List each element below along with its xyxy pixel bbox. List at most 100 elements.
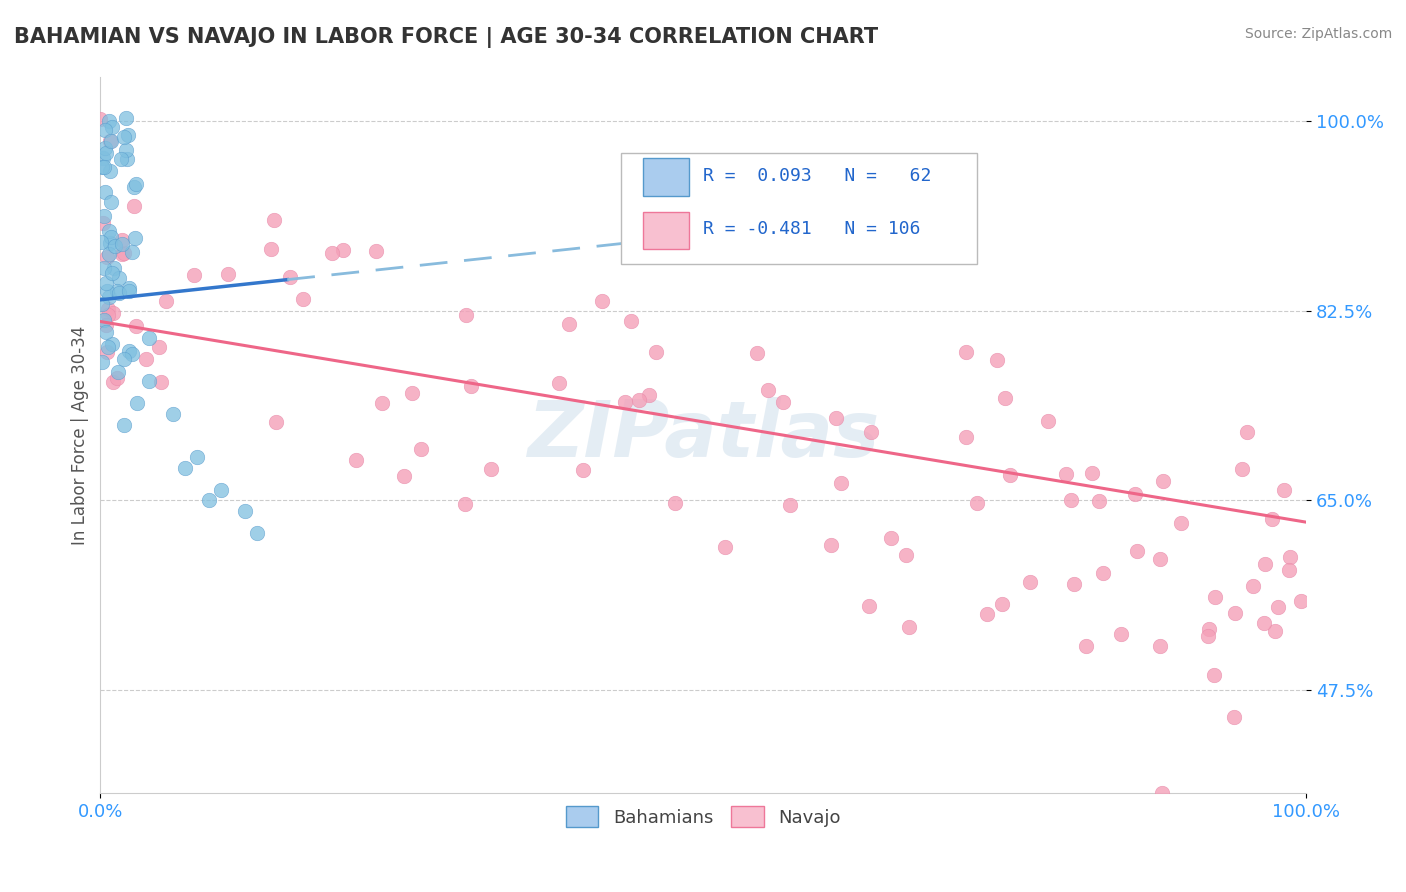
Point xyxy=(183,268,205,282)
Point xyxy=(1170,516,1192,531)
Point xyxy=(713,541,735,555)
Point xyxy=(628,393,651,408)
Point xyxy=(121,244,143,259)
Point xyxy=(186,450,208,464)
Point xyxy=(1260,511,1282,525)
Point xyxy=(138,374,160,388)
Point xyxy=(125,396,148,410)
Point xyxy=(112,129,135,144)
Point xyxy=(998,467,1021,482)
Point xyxy=(830,475,852,490)
Point xyxy=(122,180,145,194)
Point xyxy=(97,290,120,304)
Point xyxy=(260,242,283,256)
Point xyxy=(93,260,115,275)
Point xyxy=(162,407,184,421)
Point xyxy=(364,244,387,258)
Point xyxy=(115,111,138,125)
Point xyxy=(548,376,571,391)
Point xyxy=(124,318,146,333)
Point xyxy=(976,607,998,621)
Point xyxy=(117,128,139,143)
Point xyxy=(93,141,115,155)
Point xyxy=(98,114,121,128)
Point xyxy=(1149,639,1171,653)
Point xyxy=(111,236,134,251)
FancyBboxPatch shape xyxy=(643,159,689,195)
Point xyxy=(107,365,129,379)
Text: Source: ZipAtlas.com: Source: ZipAtlas.com xyxy=(1244,27,1392,41)
Point xyxy=(638,388,661,402)
Point xyxy=(392,469,415,483)
Point xyxy=(150,375,173,389)
Point xyxy=(613,395,636,409)
Point xyxy=(664,496,686,510)
Point xyxy=(96,345,118,359)
Point xyxy=(101,120,124,134)
Point xyxy=(97,340,120,354)
Point xyxy=(1088,493,1111,508)
Point xyxy=(747,345,769,359)
Point xyxy=(114,352,136,367)
Point xyxy=(1149,551,1171,566)
Point xyxy=(94,325,117,339)
Point xyxy=(121,347,143,361)
Point xyxy=(321,245,343,260)
Text: BAHAMIAN VS NAVAJO IN LABOR FORCE | AGE 30-34 CORRELATION CHART: BAHAMIAN VS NAVAJO IN LABOR FORCE | AGE … xyxy=(14,27,879,48)
Point xyxy=(98,134,121,148)
Point xyxy=(124,230,146,244)
Point xyxy=(454,497,477,511)
Point xyxy=(571,463,593,477)
Y-axis label: In Labor Force | Age 30-34: In Labor Force | Age 30-34 xyxy=(72,326,89,545)
Point xyxy=(344,453,367,467)
Point xyxy=(105,371,128,385)
Point xyxy=(135,352,157,367)
Point xyxy=(100,195,122,210)
Point xyxy=(97,246,120,260)
Text: R = -0.481   N = 106: R = -0.481 N = 106 xyxy=(703,220,921,238)
Point xyxy=(117,344,139,359)
Point xyxy=(898,620,921,634)
Point xyxy=(1152,474,1174,488)
Point xyxy=(986,352,1008,367)
Point xyxy=(97,224,120,238)
Point xyxy=(111,247,134,261)
Point xyxy=(97,308,120,322)
Point xyxy=(96,284,118,298)
Point xyxy=(100,336,122,351)
Point xyxy=(1109,627,1132,641)
Point xyxy=(100,266,122,280)
FancyBboxPatch shape xyxy=(643,212,689,249)
Point xyxy=(94,318,117,332)
Point xyxy=(456,308,478,322)
Point xyxy=(97,301,120,316)
Point xyxy=(101,375,124,389)
Point xyxy=(1291,594,1313,608)
Point xyxy=(98,236,121,251)
Point xyxy=(858,599,880,614)
Point xyxy=(820,538,842,552)
Point xyxy=(1197,630,1219,644)
Point xyxy=(103,260,125,275)
Point xyxy=(1278,563,1301,577)
Point xyxy=(411,442,433,456)
Point xyxy=(94,277,117,291)
Point xyxy=(332,243,354,257)
Point xyxy=(112,246,135,260)
Point xyxy=(93,209,115,223)
Point xyxy=(100,135,122,149)
Point xyxy=(1074,639,1097,653)
Point xyxy=(756,383,779,397)
Point xyxy=(1038,414,1060,428)
Point xyxy=(118,281,141,295)
Point xyxy=(217,268,239,282)
Point xyxy=(994,391,1017,405)
Point xyxy=(824,410,846,425)
Point xyxy=(1230,461,1253,475)
Point xyxy=(1241,579,1264,593)
Point xyxy=(772,395,794,409)
Text: R =  0.093   N =   62: R = 0.093 N = 62 xyxy=(703,167,932,185)
Point xyxy=(1091,566,1114,581)
Point xyxy=(101,306,124,320)
Point xyxy=(107,271,129,285)
